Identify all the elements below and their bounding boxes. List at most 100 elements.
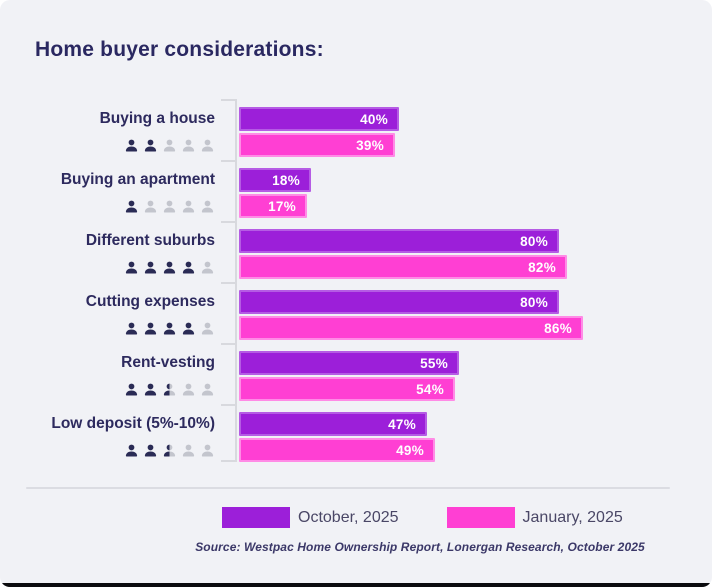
category-bars: 55% 54% bbox=[235, 343, 712, 404]
person-icons bbox=[124, 255, 215, 279]
axis-tick bbox=[221, 99, 235, 101]
bar-january: 86% bbox=[239, 316, 583, 340]
category-labels: Cutting expenses bbox=[0, 282, 235, 343]
person-icon-filled bbox=[144, 383, 157, 395]
bar-october: 80% bbox=[239, 290, 559, 314]
person-icons bbox=[124, 316, 215, 340]
bar-value-label: 49% bbox=[396, 442, 424, 458]
legend: October, 2025 January, 2025 bbox=[222, 507, 623, 528]
category-row: Cutting expenses 80% 86% bbox=[0, 282, 712, 343]
person-icon-filled bbox=[125, 261, 138, 273]
bar-value-label: 80% bbox=[520, 294, 548, 310]
axis-tick bbox=[221, 221, 235, 223]
axis-tick bbox=[221, 460, 235, 462]
person-icon-filled bbox=[125, 383, 138, 395]
bar-october: 18% bbox=[239, 168, 311, 192]
category-bars: 80% 86% bbox=[235, 282, 712, 343]
category-label: Rent-vesting bbox=[121, 354, 215, 371]
category-labels: Buying an apartment bbox=[0, 160, 235, 221]
axis-line bbox=[221, 99, 237, 462]
divider-line bbox=[26, 487, 670, 489]
person-icon-filled bbox=[144, 261, 157, 273]
legend-label-october: October, 2025 bbox=[298, 508, 399, 526]
chart-area: Buying a house 40% 39% Buying an apartme… bbox=[0, 99, 712, 465]
category-row: Buying an apartment 18% 17% bbox=[0, 160, 712, 221]
bar-value-label: 86% bbox=[544, 320, 572, 336]
bar-january: 49% bbox=[239, 438, 435, 462]
bar-january: 54% bbox=[239, 377, 455, 401]
person-icon-empty bbox=[201, 139, 214, 151]
person-icon-filled bbox=[163, 261, 176, 273]
person-icon-filled bbox=[182, 261, 195, 273]
person-icon-half bbox=[163, 444, 176, 456]
bar-january: 82% bbox=[239, 255, 567, 279]
person-icon-half bbox=[163, 383, 176, 395]
category-label: Buying a house bbox=[99, 110, 215, 127]
category-row: Rent-vesting 55% 54% bbox=[0, 343, 712, 404]
person-icon-empty bbox=[182, 200, 195, 212]
person-icon-filled bbox=[144, 139, 157, 151]
bar-value-label: 82% bbox=[528, 259, 556, 275]
legend-label-january: January, 2025 bbox=[522, 508, 623, 526]
axis-tick bbox=[221, 343, 235, 345]
person-icon-filled bbox=[144, 444, 157, 456]
person-icon-empty bbox=[201, 444, 214, 456]
bar-value-label: 40% bbox=[360, 111, 388, 127]
legend-swatch-october bbox=[222, 507, 290, 528]
category-labels: Low deposit (5%-10%) bbox=[0, 404, 235, 465]
person-icon-filled bbox=[163, 322, 176, 334]
person-icons bbox=[124, 377, 215, 401]
category-bars: 18% 17% bbox=[235, 160, 712, 221]
legend-swatch-january bbox=[446, 507, 515, 528]
bar-value-label: 39% bbox=[356, 137, 384, 153]
person-icon-empty bbox=[182, 444, 195, 456]
bar-value-label: 80% bbox=[520, 233, 548, 249]
legend-item-october: October, 2025 bbox=[222, 507, 399, 528]
category-label: Buying an apartment bbox=[60, 171, 215, 188]
person-icon-empty bbox=[182, 383, 195, 395]
source-text: Source: Westpac Home Ownership Report, L… bbox=[195, 540, 645, 554]
axis-tick bbox=[221, 404, 235, 406]
person-icon-filled bbox=[125, 444, 138, 456]
category-bars: 80% 82% bbox=[235, 221, 712, 282]
axis-tick bbox=[221, 282, 235, 284]
category-label: Low deposit (5%-10%) bbox=[51, 415, 215, 432]
person-icon-empty bbox=[163, 200, 176, 212]
bar-value-label: 18% bbox=[272, 172, 300, 188]
person-icon-filled bbox=[125, 200, 138, 212]
person-icon-filled bbox=[182, 322, 195, 334]
person-icon-empty bbox=[201, 322, 214, 334]
bar-october: 47% bbox=[239, 412, 427, 436]
person-icons bbox=[124, 438, 215, 462]
window-bottom-edge bbox=[0, 583, 712, 587]
bar-value-label: 17% bbox=[268, 198, 296, 214]
person-icon-filled bbox=[125, 139, 138, 151]
person-icon-filled bbox=[125, 322, 138, 334]
rows: Buying a house 40% 39% Buying an apartme… bbox=[0, 99, 712, 465]
category-labels: Buying a house bbox=[0, 99, 235, 160]
chart-title: Home buyer considerations: bbox=[35, 38, 324, 61]
bar-value-label: 55% bbox=[420, 355, 448, 371]
person-icons bbox=[124, 133, 215, 157]
category-labels: Different suburbs bbox=[0, 221, 235, 282]
category-row: Low deposit (5%-10%) 47% 49% bbox=[0, 404, 712, 465]
bar-january: 39% bbox=[239, 133, 395, 157]
person-icon-empty bbox=[144, 200, 157, 212]
legend-item-january: January, 2025 bbox=[446, 507, 623, 528]
person-icon-empty bbox=[163, 139, 176, 151]
bar-october: 40% bbox=[239, 107, 399, 131]
category-row: Buying a house 40% 39% bbox=[0, 99, 712, 160]
bar-october: 55% bbox=[239, 351, 459, 375]
person-icons bbox=[124, 194, 215, 218]
bar-value-label: 54% bbox=[416, 381, 444, 397]
bar-october: 80% bbox=[239, 229, 559, 253]
category-row: Different suburbs 80% 82% bbox=[0, 221, 712, 282]
person-icon-empty bbox=[201, 200, 214, 212]
category-bars: 47% 49% bbox=[235, 404, 712, 465]
bar-value-label: 47% bbox=[388, 416, 416, 432]
category-bars: 40% 39% bbox=[235, 99, 712, 160]
person-icon-empty bbox=[201, 261, 214, 273]
person-icon-empty bbox=[201, 383, 214, 395]
category-label: Different suburbs bbox=[85, 232, 215, 249]
